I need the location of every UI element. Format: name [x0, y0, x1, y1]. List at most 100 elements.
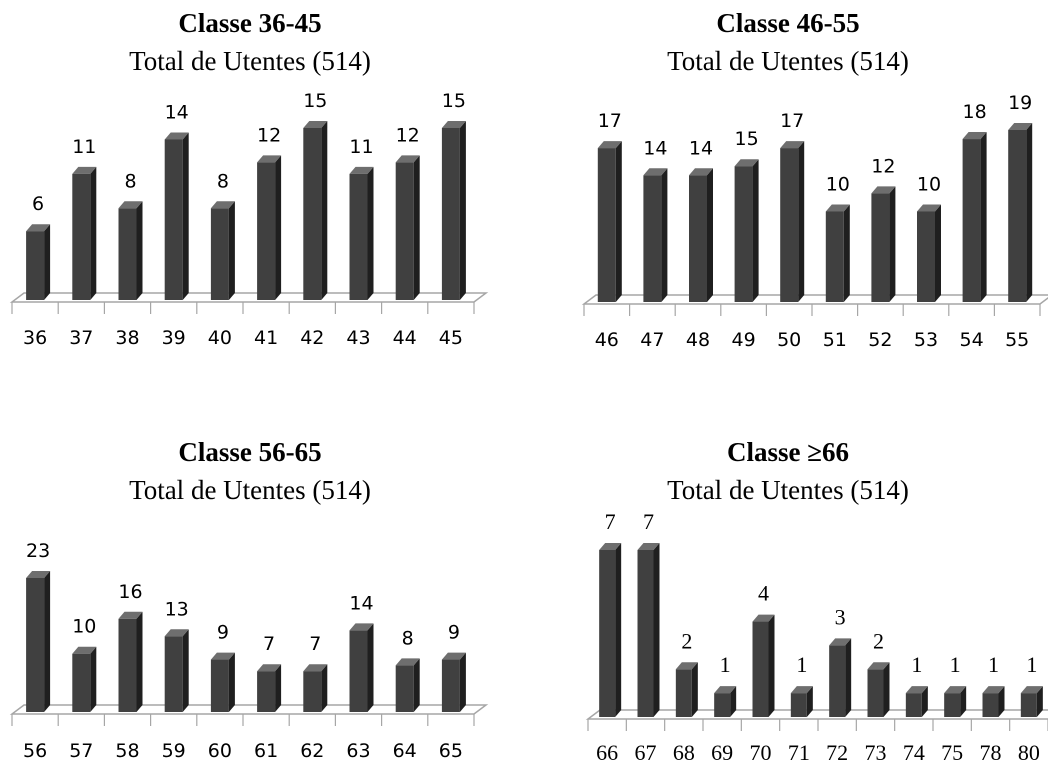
tick-label: 50: [777, 329, 801, 351]
data-label: 4: [758, 581, 769, 606]
chart-subtitle: Total de Utentes (514): [667, 475, 909, 505]
data-label: 17: [780, 110, 804, 132]
bar-front: [395, 162, 414, 300]
bar-front: [303, 671, 322, 712]
data-label: 17: [598, 110, 622, 132]
bar-36: [26, 224, 51, 300]
tick-label: 55: [1005, 329, 1029, 351]
data-label: 1: [911, 652, 922, 677]
data-label: 23: [26, 540, 50, 562]
bar-51: [825, 204, 850, 302]
chart-title: Classe 46-55: [716, 8, 860, 38]
bar-side: [615, 543, 622, 717]
data-label: 7: [309, 633, 321, 655]
bar-side: [661, 168, 668, 302]
bar-front: [1020, 693, 1037, 717]
bar-46: [597, 141, 622, 302]
bar-top: [675, 662, 698, 670]
data-label: 11: [72, 136, 96, 158]
tick-label: 54: [960, 329, 984, 351]
tick-label: 65: [439, 740, 463, 762]
data-label: 15: [442, 90, 466, 112]
bar-front: [734, 166, 753, 302]
bar-side: [1036, 686, 1043, 717]
chart-title: Classe 56-65: [178, 437, 322, 467]
bar-58: [118, 611, 143, 712]
tick-label: 44: [393, 327, 417, 349]
data-label: 10: [917, 173, 941, 195]
tick-label: 40: [208, 327, 232, 349]
bar-front: [118, 208, 137, 300]
bar-top: [210, 201, 235, 209]
bar-42: [303, 121, 328, 300]
bar-top: [637, 543, 660, 550]
bar-side: [691, 662, 698, 717]
bar-top: [257, 155, 282, 163]
bar-front: [597, 148, 616, 302]
bar-side: [275, 664, 282, 712]
bar-top: [349, 166, 374, 174]
bar-side: [90, 166, 97, 300]
bar-front: [72, 653, 91, 712]
tick-label: 63: [346, 740, 370, 762]
bar-front: [643, 175, 662, 302]
chart-subtitle: Total de Utentes (514): [129, 475, 371, 505]
bar-front: [441, 659, 460, 712]
chart-panel-66-plus: Classe ≥66 Total de Utentes (514) 7 66 7 67…: [548, 385, 1048, 765]
bar-top: [118, 201, 143, 209]
bar-front: [829, 645, 846, 717]
tick-label: 57: [69, 740, 93, 762]
bar-74: [905, 686, 928, 717]
bar-top: [1008, 123, 1033, 130]
tick-label: 42: [300, 327, 324, 349]
bar-side: [90, 646, 97, 712]
tick-label: 43: [346, 327, 370, 349]
bar-top: [72, 646, 97, 654]
bar-front: [867, 669, 884, 717]
bar-side: [752, 159, 759, 302]
tick-label: 69: [711, 740, 733, 765]
bar-70: [752, 614, 775, 717]
data-label: 13: [165, 598, 189, 620]
data-label: 1: [796, 652, 807, 677]
bar-side: [44, 571, 51, 712]
tick-label: 58: [115, 740, 139, 762]
bar-front: [210, 659, 229, 712]
bar-side: [459, 652, 466, 712]
bar-38: [118, 201, 143, 300]
bar-chart: 23 56 10 57 16 58 13 59 9 60 7 61 7 62 14 63 8 64 9 65: [9, 540, 489, 762]
bar-39: [164, 132, 189, 300]
bar-front: [982, 693, 999, 717]
bar-front: [118, 618, 137, 712]
chart-title: Classe ≥66: [726, 437, 850, 467]
data-label: 1: [950, 652, 961, 677]
bar-top: [643, 168, 668, 176]
bar-front: [790, 693, 807, 717]
data-label: 12: [257, 124, 281, 146]
bar-front: [599, 550, 616, 717]
bar-front: [303, 128, 322, 300]
bar-59: [164, 629, 189, 712]
bar-73: [867, 662, 890, 717]
bar-40: [210, 201, 235, 300]
bar-side: [136, 201, 143, 300]
bar-69: [714, 686, 737, 717]
bar-side: [321, 664, 328, 712]
bar-65: [441, 652, 466, 712]
bar-top: [944, 686, 967, 694]
data-label: 6: [32, 193, 44, 215]
bar-top: [871, 186, 896, 194]
chart-title: Classe 36-45: [178, 8, 322, 38]
tick-label: 71: [788, 740, 810, 765]
floor-plane: [9, 292, 489, 303]
chart-panel-46-55: Classe 46-55 Total de Utentes (514) 17 46…: [548, 0, 1048, 380]
bar-side: [843, 204, 850, 302]
data-label: 14: [165, 101, 189, 123]
bar-front: [441, 128, 460, 300]
chart-panel-36-45: Classe 36-45 Total de Utentes (514) 6 36 1…: [0, 0, 500, 380]
bar-47: [643, 168, 668, 302]
bar-chart: 7 66 7 67 2 68 1 69 4 70 1 71 3 72 2 73 1 74 1 75 1 78 1 80: [585, 509, 1048, 765]
bar-front: [871, 193, 890, 302]
tick-label: 53: [914, 329, 938, 351]
bar-front: [349, 173, 368, 300]
